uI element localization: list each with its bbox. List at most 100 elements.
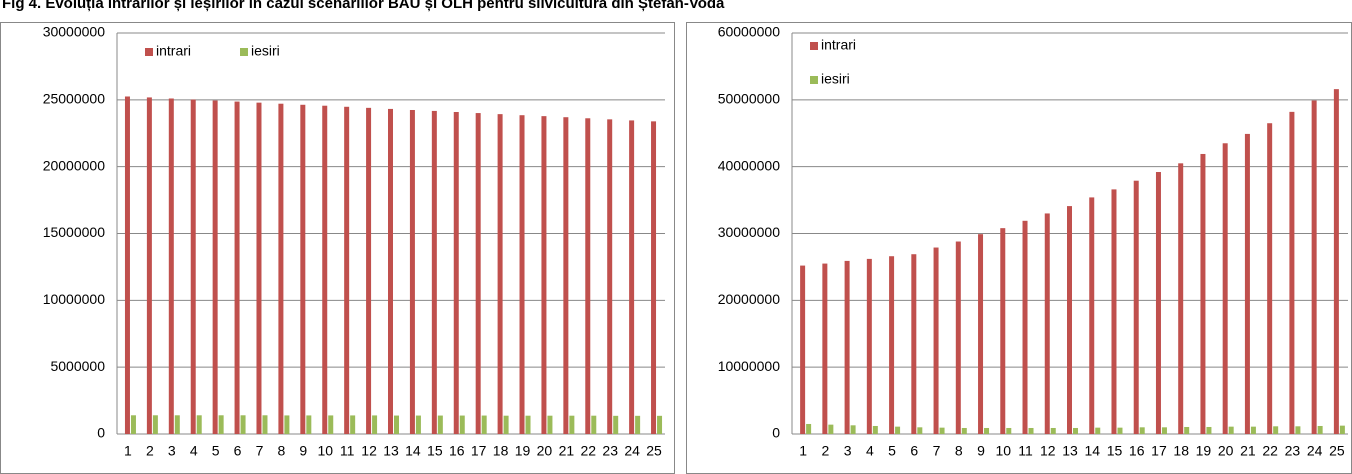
bar xyxy=(1317,425,1323,434)
bar xyxy=(322,105,328,435)
bar xyxy=(1155,172,1161,434)
legend-label: iesiri xyxy=(821,71,850,87)
bar xyxy=(613,415,619,434)
bar xyxy=(1339,425,1345,434)
x-tick-label: 23 xyxy=(602,443,618,459)
x-tick-label: 22 xyxy=(580,443,596,459)
bar xyxy=(866,258,872,434)
x-tick-label: 7 xyxy=(933,443,941,459)
bar xyxy=(1089,197,1095,434)
bar xyxy=(284,415,290,434)
bar xyxy=(212,100,218,435)
bar xyxy=(459,415,465,434)
x-tick-label: 14 xyxy=(1084,443,1100,459)
bar xyxy=(174,415,180,434)
x-tick-label: 1 xyxy=(799,443,807,459)
bar xyxy=(409,109,415,434)
legend-swatch xyxy=(810,42,818,50)
bar xyxy=(1295,426,1301,434)
x-tick-label: 7 xyxy=(256,443,264,459)
bar xyxy=(541,116,547,435)
bar xyxy=(431,110,437,434)
bar xyxy=(350,415,356,434)
bar xyxy=(240,415,246,434)
x-tick-label: 3 xyxy=(844,443,852,459)
bar xyxy=(146,97,152,434)
x-tick-label: 20 xyxy=(537,443,553,459)
legend-label: intrari xyxy=(156,43,191,59)
legend-label: intrari xyxy=(821,37,856,53)
bar xyxy=(1206,426,1212,434)
bar xyxy=(1067,206,1072,434)
bar xyxy=(1250,426,1256,434)
bar xyxy=(563,117,569,435)
x-tick-label: 10 xyxy=(995,443,1011,459)
x-tick-label: 12 xyxy=(1040,443,1056,459)
bar xyxy=(828,424,834,434)
bar xyxy=(629,120,635,434)
x-tick-label: 6 xyxy=(910,443,918,459)
bar xyxy=(635,415,641,434)
bar xyxy=(1311,100,1317,435)
bar xyxy=(872,425,878,434)
bar xyxy=(850,425,856,434)
bar xyxy=(1000,228,1006,434)
bar xyxy=(955,241,961,434)
figure-title: Fig 4. Evoluția intrărilor și ieșirilor … xyxy=(2,0,725,12)
bar xyxy=(607,119,613,434)
x-tick-label: 2 xyxy=(821,443,829,459)
bar xyxy=(1244,133,1250,434)
x-tick-label: 14 xyxy=(405,443,421,459)
bar xyxy=(1228,426,1234,434)
bar xyxy=(1333,89,1339,434)
y-tick-label: 10000000 xyxy=(43,291,106,307)
y-tick-label: 10000000 xyxy=(718,358,781,374)
bar xyxy=(1073,427,1078,434)
bar xyxy=(911,254,917,434)
x-tick-label: 13 xyxy=(1062,443,1078,459)
bar xyxy=(984,427,990,434)
bar xyxy=(569,415,575,434)
bar xyxy=(1267,123,1273,434)
x-tick-label: 18 xyxy=(1173,443,1189,459)
bar xyxy=(889,256,895,434)
x-tick-label: 25 xyxy=(646,443,662,459)
x-tick-label: 13 xyxy=(383,443,399,459)
x-tick-label: 17 xyxy=(471,443,487,459)
y-tick-label: 50000000 xyxy=(718,91,781,107)
y-tick-label: 5000000 xyxy=(50,358,105,374)
bar xyxy=(1022,220,1028,434)
bar xyxy=(234,101,240,435)
x-tick-label: 4 xyxy=(190,443,198,459)
y-tick-label: 40000000 xyxy=(718,157,781,173)
bar xyxy=(481,415,487,434)
x-tick-label: 1 xyxy=(124,443,132,459)
bar xyxy=(278,103,284,435)
bar xyxy=(933,247,939,434)
bar xyxy=(1133,180,1139,434)
x-tick-label: 22 xyxy=(1262,443,1278,459)
bar xyxy=(1095,427,1101,434)
bar xyxy=(1222,143,1228,434)
bar xyxy=(1178,163,1184,434)
x-tick-label: 11 xyxy=(1018,443,1033,459)
bar xyxy=(453,111,459,434)
x-tick-label: 17 xyxy=(1151,443,1167,459)
y-tick-label: 15000000 xyxy=(43,224,106,240)
bar xyxy=(190,99,196,434)
x-tick-label: 21 xyxy=(559,443,575,459)
x-tick-label: 4 xyxy=(866,443,874,459)
x-tick-label: 25 xyxy=(1329,443,1345,459)
bar xyxy=(806,423,812,434)
bar xyxy=(306,415,312,434)
y-tick-label: 30000000 xyxy=(43,24,106,40)
bar xyxy=(1028,427,1034,434)
bar xyxy=(394,415,399,434)
bar xyxy=(844,260,850,434)
bar xyxy=(415,415,421,434)
y-tick-label: 60000000 xyxy=(718,24,781,40)
bar xyxy=(497,114,503,434)
bar xyxy=(300,104,306,435)
bar xyxy=(152,415,158,434)
bar xyxy=(372,415,378,434)
